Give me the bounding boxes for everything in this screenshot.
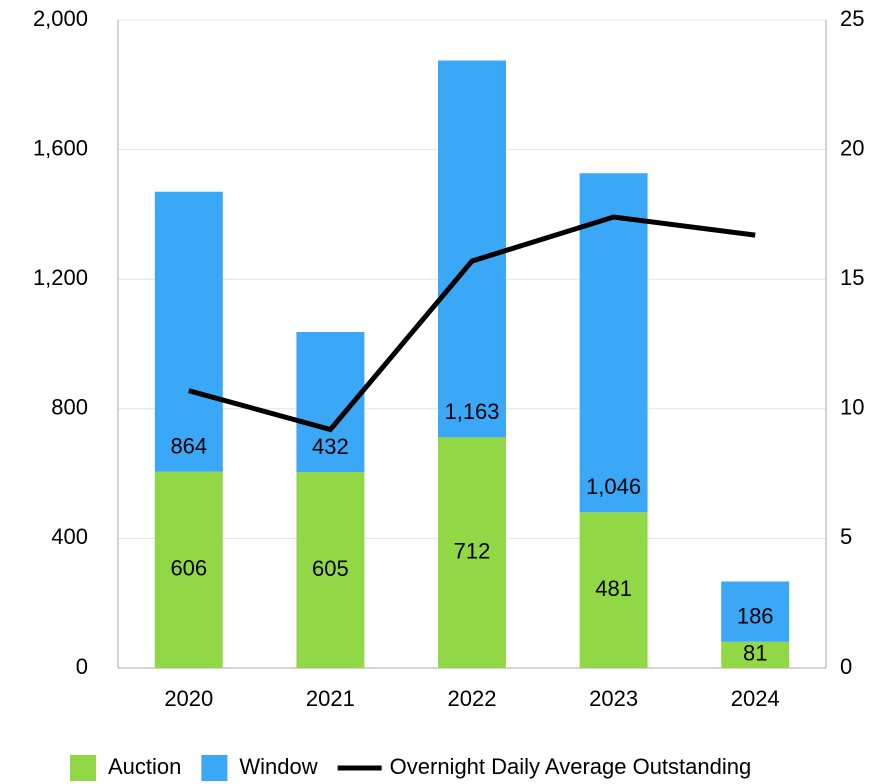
bar — [438, 60, 506, 438]
legend-label: Overnight Daily Average Outstanding — [390, 754, 752, 779]
legend-swatch — [201, 755, 228, 781]
data-label: 606 — [170, 556, 207, 581]
y-tick-label: 1,600 — [33, 135, 88, 160]
y2-tick-label: 10 — [840, 395, 864, 420]
y-tick-label: 800 — [51, 395, 88, 420]
y2-tick-label: 25 — [840, 6, 864, 31]
line-series — [188, 214, 756, 433]
bar — [721, 581, 790, 642]
y-tick-label: 0 — [76, 654, 88, 679]
legend-swatch — [70, 755, 96, 781]
x-tick-label: 2021 — [306, 686, 355, 711]
y2-tick-label: 15 — [840, 265, 864, 290]
bar — [296, 471, 365, 668]
bar — [579, 173, 648, 513]
legend-label: Window — [239, 754, 317, 779]
data-label: 864 — [170, 433, 207, 458]
bar — [579, 512, 648, 668]
x-tick-label: 2020 — [164, 686, 213, 711]
data-label: 1,046 — [586, 474, 641, 499]
data-label: 712 — [454, 538, 491, 563]
bar — [721, 641, 790, 668]
data-label: 481 — [595, 576, 632, 601]
data-label: 1,163 — [444, 399, 499, 424]
y2-tick-label: 20 — [840, 135, 864, 160]
y2-tick-label: 0 — [840, 654, 852, 679]
bar — [438, 437, 506, 668]
x-tick-label: 2024 — [731, 686, 780, 711]
y-tick-label: 2,000 — [33, 6, 88, 31]
y2-tick-label: 5 — [840, 524, 852, 549]
y-tick-label: 400 — [51, 524, 88, 549]
bar — [154, 191, 223, 472]
x-tick-label: 2022 — [448, 686, 497, 711]
legend-label: Auction — [108, 754, 181, 779]
data-label: 81 — [743, 641, 767, 666]
data-label: 186 — [737, 604, 774, 629]
x-tick-label: 2023 — [589, 686, 638, 711]
data-label: 432 — [312, 434, 349, 459]
y-tick-label: 1,200 — [33, 265, 88, 290]
data-label: 605 — [312, 556, 349, 581]
bar — [154, 471, 223, 668]
